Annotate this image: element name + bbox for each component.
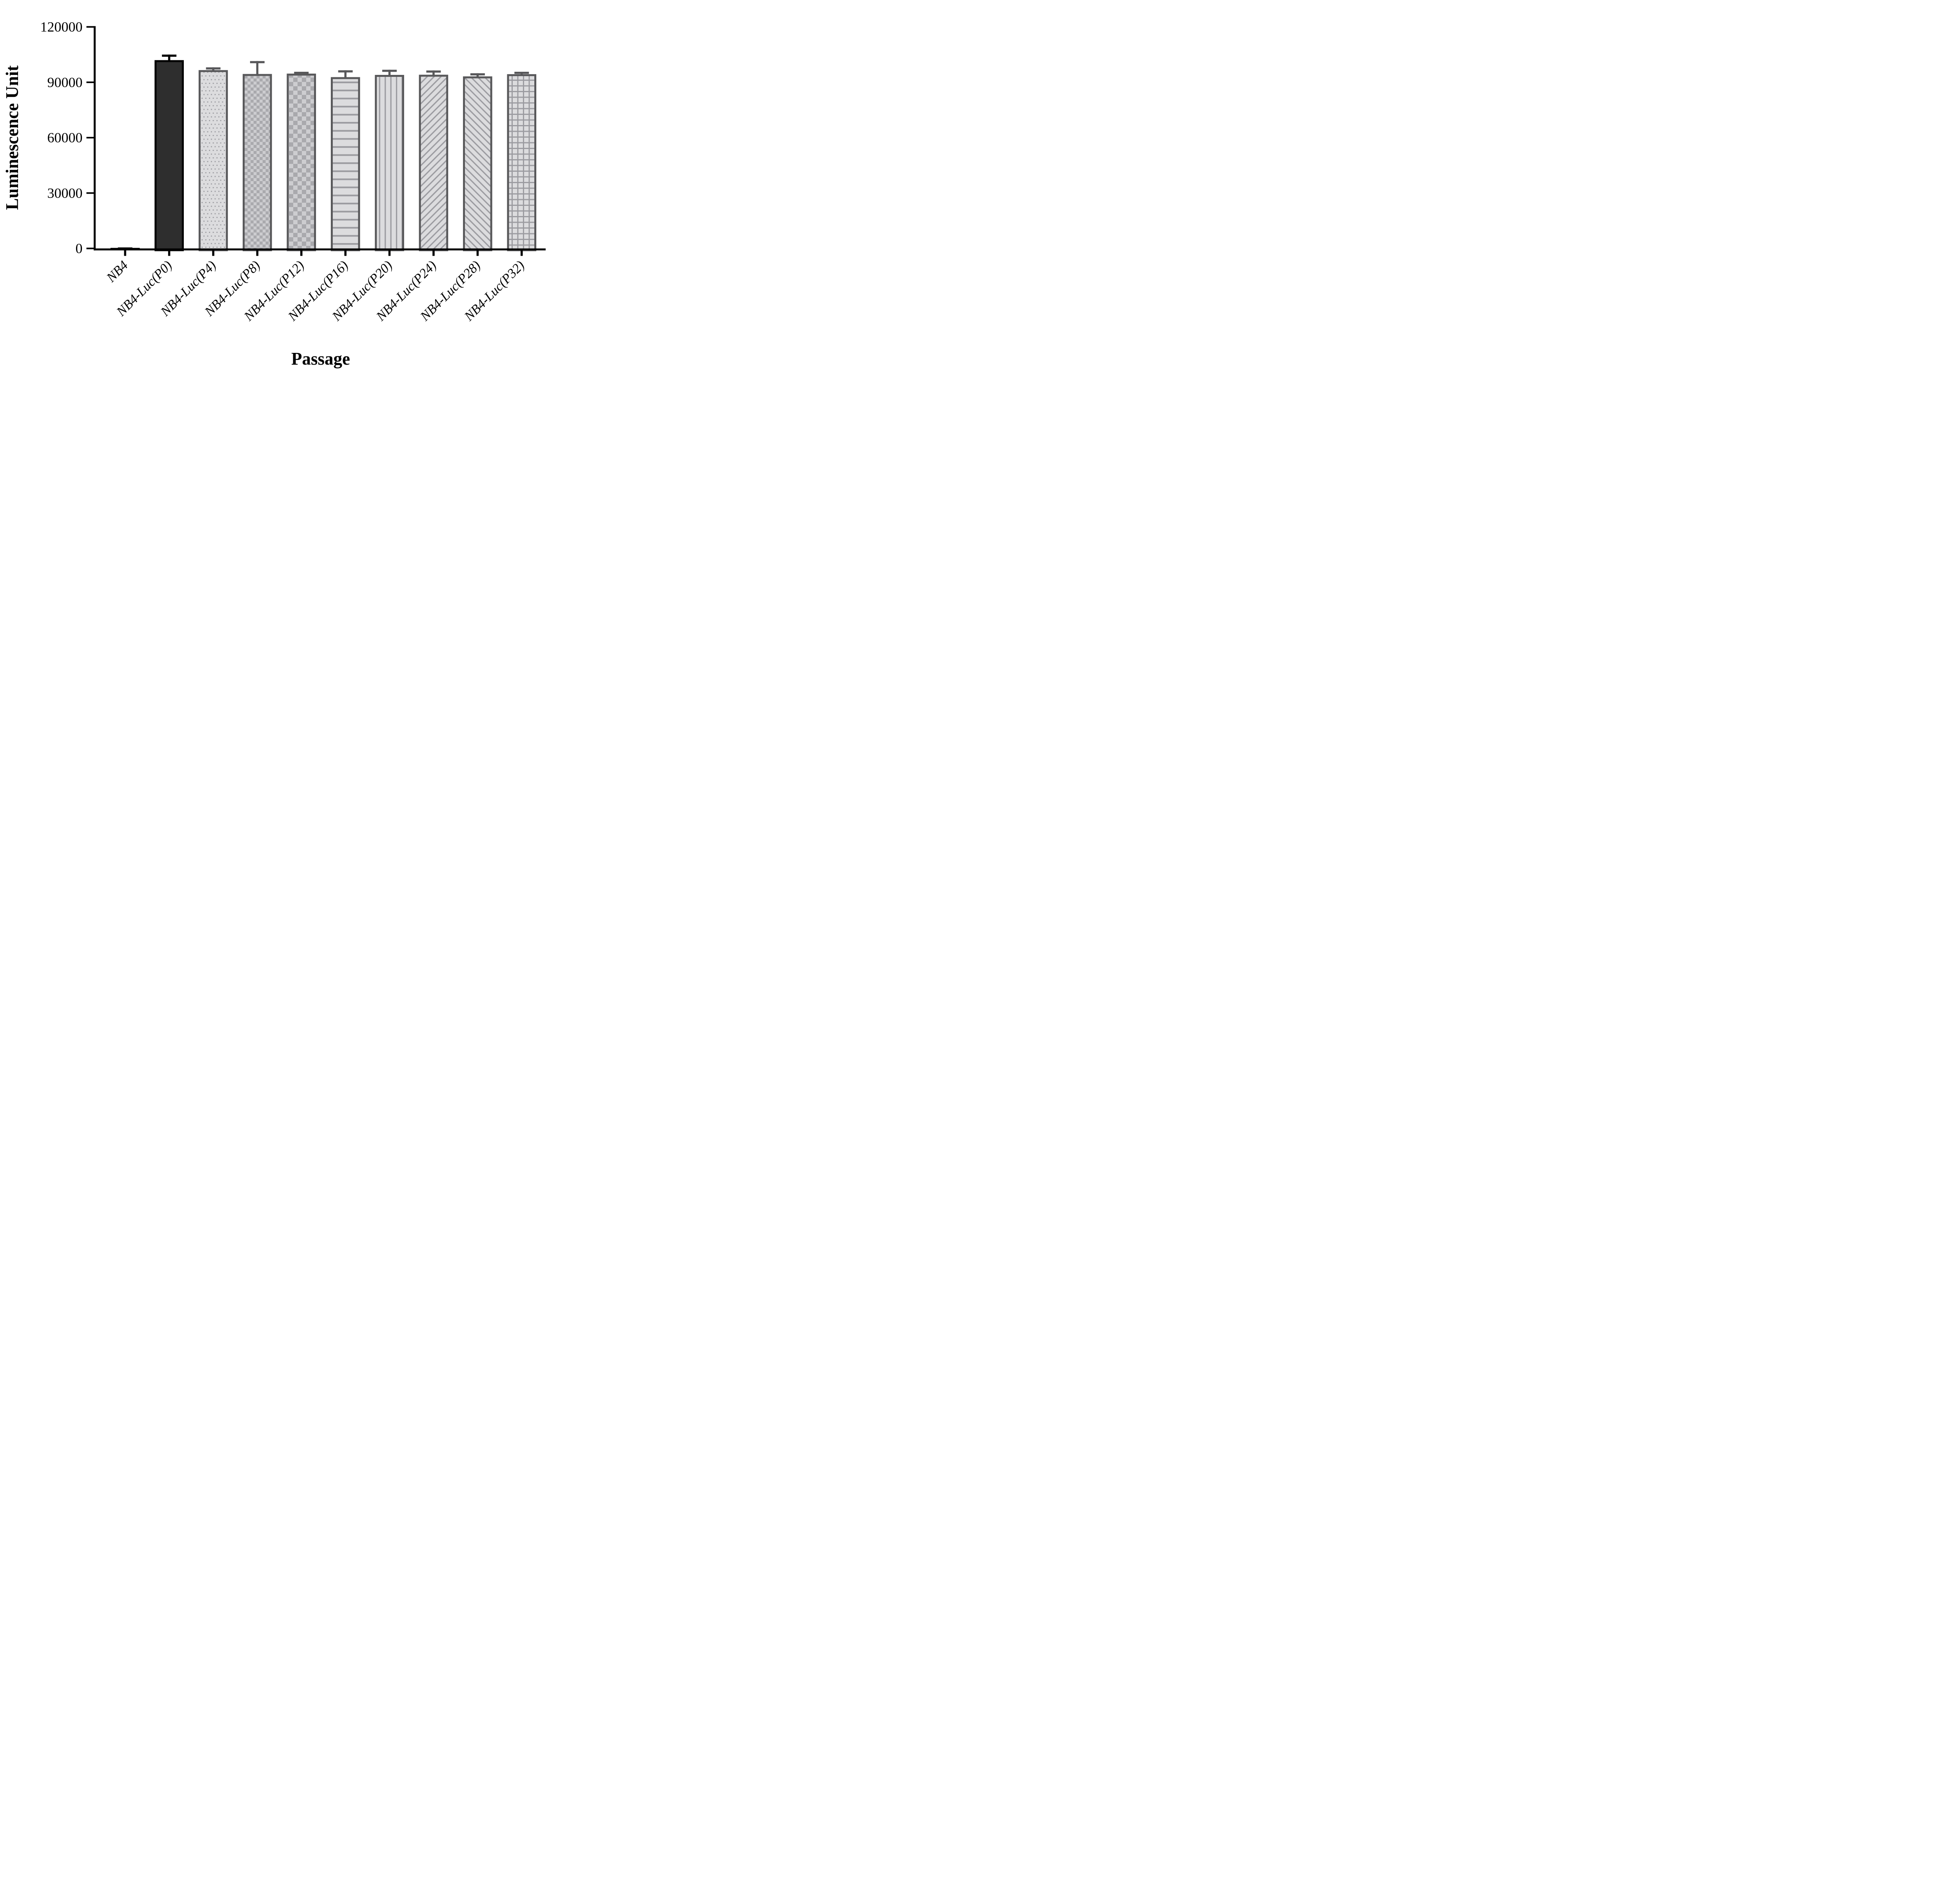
bar-NB4-Luc(P28) bbox=[463, 76, 492, 251]
error-bar-line bbox=[344, 70, 347, 80]
axes-layer bbox=[86, 26, 546, 256]
error-bar-cap bbox=[470, 73, 485, 76]
bar-chart-figure: NB4 NB4-Luc(P0) NB4-Luc(P4) NB4-Luc(P8) NB4-… bbox=[0, 0, 561, 377]
error-bar-cap bbox=[206, 67, 221, 70]
x-tick bbox=[432, 250, 435, 256]
x-axis-title: Passage bbox=[291, 349, 350, 369]
bar-NB4-Luc(P16) bbox=[330, 77, 360, 251]
x-tick-label: NB4 bbox=[103, 258, 131, 285]
y-tick-label: 30000 bbox=[47, 185, 83, 201]
x-tick bbox=[212, 250, 214, 256]
bar-NB4-Luc(P12) bbox=[287, 73, 316, 251]
x-tick bbox=[521, 250, 523, 256]
error-bars-layer bbox=[118, 55, 529, 251]
y-tick-label: 60000 bbox=[47, 130, 83, 145]
y-tick-label: 120000 bbox=[40, 19, 83, 35]
x-tick bbox=[124, 250, 126, 256]
bar-NB4-Luc(P4) bbox=[198, 70, 228, 251]
bar-NB4-Luc(P32) bbox=[507, 74, 537, 251]
bar-NB4-Luc(P0) bbox=[154, 60, 184, 251]
error-bar-cap bbox=[162, 55, 177, 57]
y-tick bbox=[86, 26, 94, 28]
x-axis-line bbox=[94, 248, 546, 251]
x-tick bbox=[344, 250, 347, 256]
error-bar-line bbox=[476, 73, 479, 80]
x-tick bbox=[256, 250, 259, 256]
y-tick-label: 90000 bbox=[47, 74, 83, 90]
x-tick bbox=[476, 250, 479, 256]
error-bar-line bbox=[432, 70, 435, 78]
error-bar-cap bbox=[426, 70, 441, 73]
error-bar-cap bbox=[338, 70, 353, 73]
error-bar-line bbox=[256, 61, 259, 77]
error-bar-cap bbox=[514, 72, 529, 74]
y-tick-label: 0 bbox=[76, 241, 83, 256]
y-tick bbox=[86, 247, 94, 249]
y-axis-title: Luminescence Unit bbox=[2, 65, 22, 210]
error-bar-cap bbox=[250, 61, 265, 64]
bar-NB4-Luc(P20) bbox=[375, 75, 404, 251]
x-tick bbox=[300, 250, 303, 256]
y-tick bbox=[86, 81, 94, 83]
y-tick bbox=[86, 192, 94, 194]
bar-NB4-Luc(P8) bbox=[243, 74, 272, 251]
luminescence-bar-chart: NB4NB4-Luc(P0)NB4-Luc(P4)NB4-Luc(P8)NB4-… bbox=[2, 19, 546, 369]
y-tick bbox=[86, 137, 94, 139]
error-bar-line bbox=[388, 69, 391, 78]
error-bar-cap bbox=[382, 69, 397, 72]
x-tick bbox=[168, 250, 171, 256]
y-axis-line bbox=[94, 26, 96, 251]
bars-layer bbox=[110, 60, 537, 251]
bar-NB4-Luc(P24) bbox=[419, 74, 448, 251]
error-bar-cap bbox=[294, 72, 309, 74]
error-bar-line bbox=[168, 55, 171, 64]
x-tick bbox=[388, 250, 391, 256]
